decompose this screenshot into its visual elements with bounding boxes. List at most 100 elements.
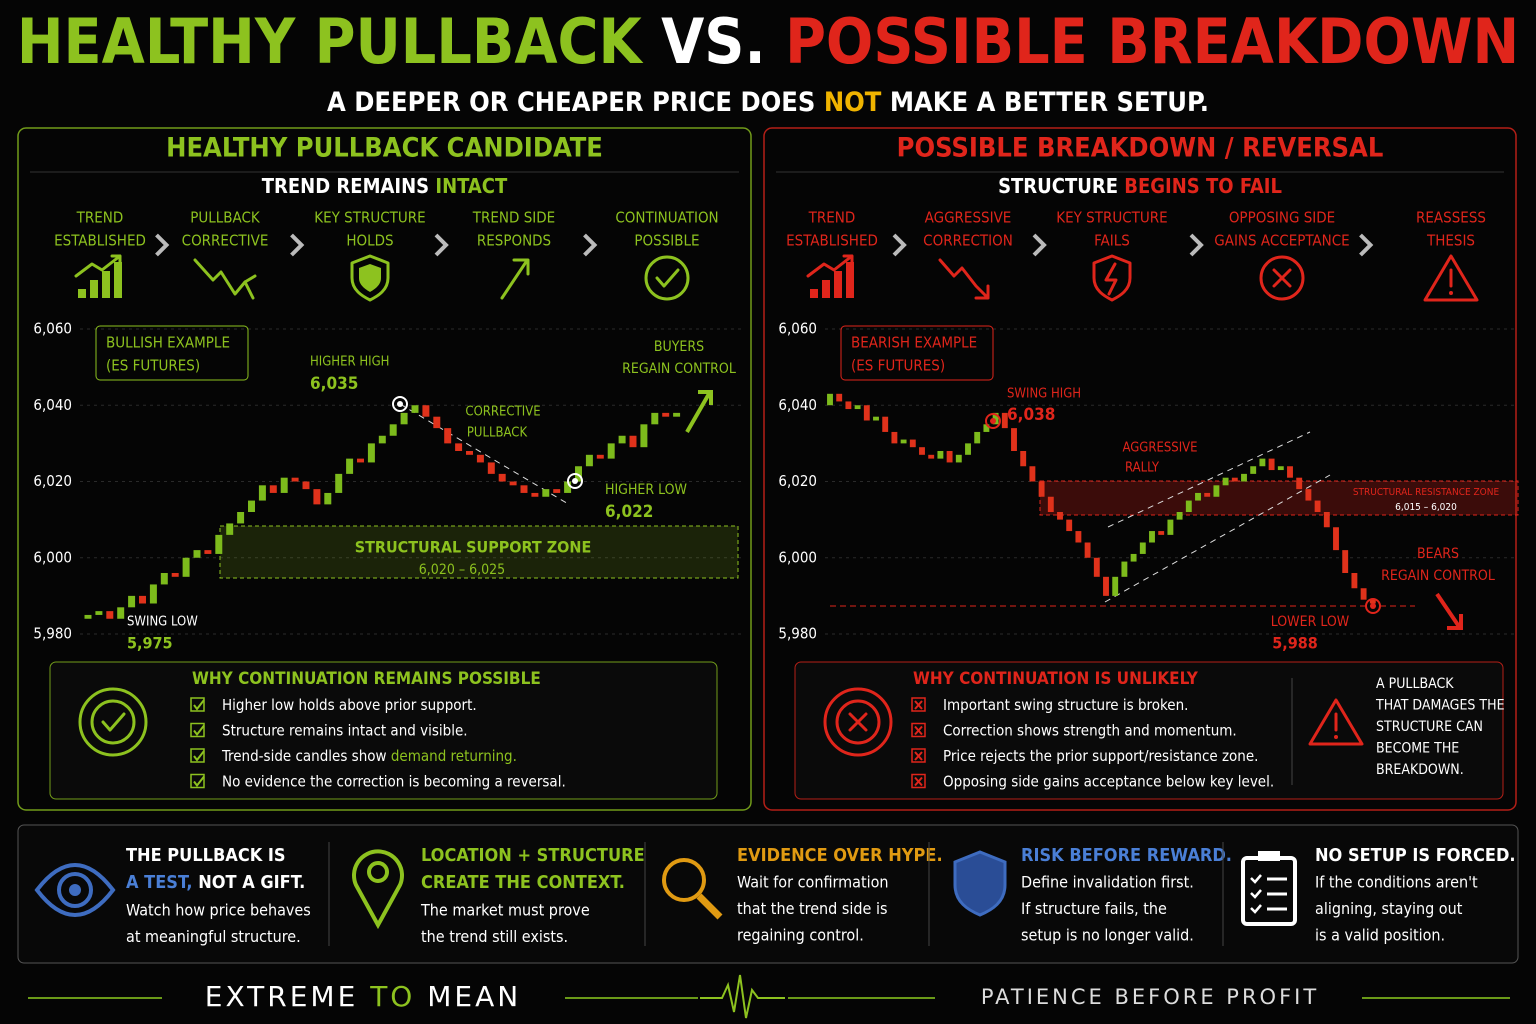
candle — [1369, 599, 1376, 604]
candle — [1268, 458, 1275, 471]
tip-title: CREATE THE CONTEXT. — [421, 872, 625, 893]
candle — [1323, 512, 1330, 528]
candle — [411, 405, 419, 413]
tip-body: regaining control. — [737, 926, 864, 945]
icon — [1423, 254, 1479, 302]
brand-part: MEAN — [415, 980, 521, 1013]
candle — [248, 500, 255, 512]
chart-annotation: REGAIN CONTROL — [1381, 568, 1495, 584]
bullet-box — [190, 697, 205, 712]
candle — [139, 595, 146, 604]
why-item-part: Correction shows strength and momentum. — [943, 721, 1237, 739]
icon — [1092, 254, 1132, 302]
candle — [346, 458, 354, 474]
tip-title-part: THE PULLBACK IS — [126, 845, 286, 866]
candle — [313, 489, 321, 505]
chart-annotation: 6,035 — [310, 374, 358, 394]
panel-title: HEALTHY PULLBACK CANDIDATE — [166, 133, 603, 164]
icon — [644, 255, 690, 301]
candle — [928, 454, 935, 459]
icon — [806, 254, 854, 278]
main-subtitle-part: MAKE A BETTER SETUP. — [881, 87, 1209, 118]
candle — [378, 435, 386, 444]
tip-title: RISK BEFORE REWARD. — [1021, 845, 1232, 866]
tip-body: at meaningful structure. — [126, 927, 301, 946]
step-label: HOLDS — [346, 232, 393, 250]
candle — [258, 485, 266, 501]
heartbeat — [700, 974, 785, 1019]
icon — [500, 258, 530, 300]
bullet-box — [190, 773, 205, 789]
candle — [193, 550, 201, 558]
candle — [1185, 500, 1192, 512]
candle — [1139, 542, 1146, 554]
bullet-mark — [914, 751, 923, 761]
candle — [1287, 466, 1293, 478]
candle — [269, 485, 277, 493]
candle — [607, 443, 615, 459]
marker — [1365, 598, 1381, 614]
step-label: TREND — [808, 209, 856, 227]
tip-title-part: LOCATION + STRUCTURE — [421, 845, 645, 866]
candle — [937, 451, 944, 459]
why-item: Opposing side gains acceptance below key… — [943, 772, 1274, 790]
candle — [673, 412, 681, 417]
resistance-zone — [1039, 480, 1519, 516]
candle — [280, 477, 288, 493]
why-item-part: Trend-side candles show — [221, 747, 391, 765]
candle — [854, 405, 861, 410]
candle — [651, 412, 659, 425]
why-title: WHY CONTINUATION REMAINS POSSIBLE — [192, 669, 541, 689]
chart-annotation: 5,988 — [1272, 634, 1318, 653]
note-line: THAT DAMAGES THE — [1375, 698, 1505, 714]
candle — [1305, 489, 1312, 501]
main-title: HEALTHY PULLBACK VS. POSSIBLE BREAKDOWN — [17, 5, 1519, 78]
candle — [444, 428, 452, 444]
icon — [350, 254, 390, 302]
icon — [1272, 268, 1292, 288]
bullet-mark — [193, 775, 205, 788]
candle — [1204, 492, 1211, 497]
main-subtitle-part: NOT — [824, 87, 882, 118]
icon — [1449, 291, 1453, 295]
candle — [237, 512, 245, 524]
why-item-part: Opposing side gains acceptance below key… — [943, 772, 1274, 790]
icon — [101, 712, 126, 732]
candle — [466, 451, 473, 455]
bullet-mark — [914, 725, 923, 736]
candle — [95, 611, 103, 615]
icon — [74, 254, 122, 278]
icon — [848, 712, 868, 732]
why-item-part: Structure remains intact and visible. — [222, 721, 468, 739]
bullet-mark — [193, 699, 205, 711]
candle — [1314, 500, 1321, 512]
brand-part: TO — [369, 980, 415, 1013]
clipboard-icon — [1250, 904, 1262, 914]
candle — [106, 611, 114, 619]
candle — [215, 534, 223, 554]
candle — [542, 489, 550, 497]
chart-annotation: 5,975 — [127, 634, 173, 653]
candle — [128, 595, 136, 608]
candle — [827, 393, 833, 406]
candle — [900, 439, 907, 444]
chart-annotation: SWING HIGH — [1007, 387, 1081, 402]
icon — [822, 280, 830, 298]
chart-annotation: STRUCTURAL SUPPORT ZONE — [355, 538, 592, 557]
why-icon-ring — [78, 687, 148, 757]
icon — [835, 699, 881, 745]
y-tick-label: 5,980 — [33, 625, 72, 643]
candle — [974, 431, 981, 444]
marker — [985, 413, 1001, 429]
eye-icon — [57, 872, 93, 908]
candle — [498, 473, 506, 482]
clipboard-icon — [1250, 874, 1262, 884]
note-line: BECOME THE — [1376, 741, 1459, 757]
candle — [84, 614, 92, 619]
candle — [662, 412, 670, 417]
candle — [1130, 553, 1137, 562]
why-item-part: demand returning. — [391, 747, 517, 765]
y-tick-label: 6,060 — [33, 320, 72, 338]
candle — [1250, 466, 1257, 474]
